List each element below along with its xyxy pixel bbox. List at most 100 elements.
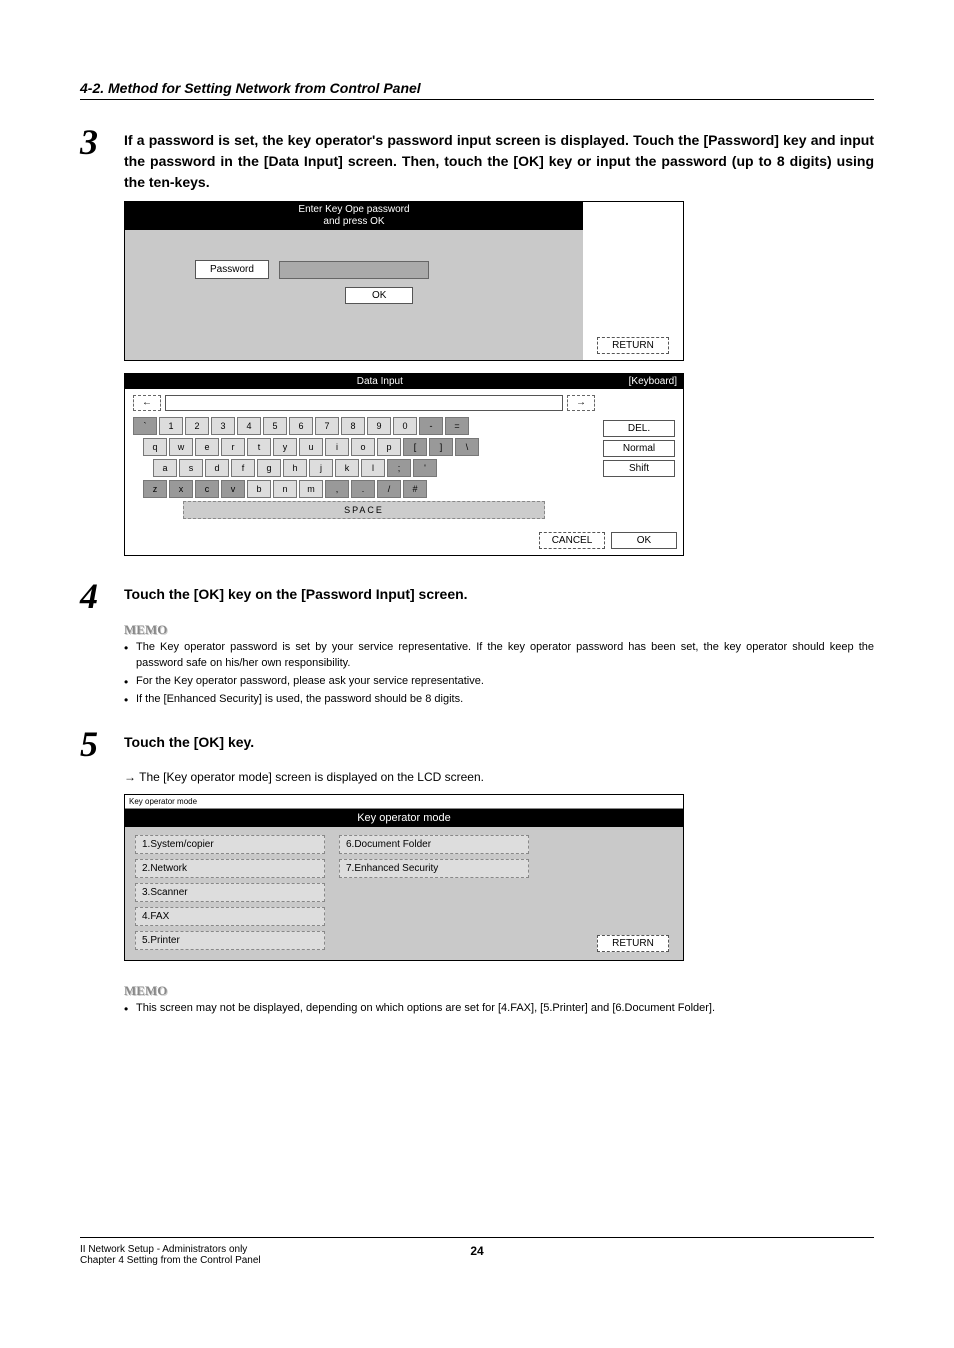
key-v[interactable]: v [221,480,245,498]
keyboard-row-2: qwertyuiop[]\ [143,438,595,456]
kom-menu-item[interactable]: 2.Network [135,859,325,878]
key-h[interactable]: h [283,459,307,477]
step-3-text: If a password is set, the key operator's… [124,130,874,193]
step-5-memo: MEMO This screen may not be displayed, d… [124,983,874,1017]
cancel-button[interactable]: CANCEL [539,532,605,549]
data-input-keyboard-screen: Data Input [Keyboard] ← → `1234567890-= … [124,373,684,556]
keyboard-corner-label: [Keyboard] [629,376,677,387]
step-4: 4 Touch the [OK] key on the [Password In… [80,578,874,614]
key-n[interactable]: n [273,480,297,498]
key-k[interactable]: k [335,459,359,477]
return-button[interactable]: RETURN [597,935,669,952]
kom-menu-item[interactable]: 4.FAX [135,907,325,926]
kom-header: Key operator mode [125,809,683,827]
cursor-left-button[interactable]: ← [133,395,161,411]
password-value-field[interactable] [279,261,429,279]
del-button[interactable]: DEL. [603,420,675,437]
key-'[interactable]: ' [413,459,437,477]
normal-button[interactable]: Normal [603,440,675,457]
key-b[interactable]: b [247,480,271,498]
key-l[interactable]: l [361,459,385,477]
kom-menu-item[interactable]: 1.System/copier [135,835,325,854]
step-3-number: 3 [80,124,124,160]
key-[[interactable]: [ [403,438,427,456]
key-t[interactable]: t [247,438,271,456]
key-j[interactable]: j [309,459,333,477]
key-3[interactable]: 3 [211,417,235,435]
key-p[interactable]: p [377,438,401,456]
keyboard-row-4: zxcvbnm,./# [143,480,595,498]
memo-item: If the [Enhanced Security] is used, the … [124,692,874,708]
return-button[interactable]: RETURN [597,337,669,354]
password-header-line2: and press OK [323,216,384,227]
page-number: 24 [345,1244,610,1266]
key-x[interactable]: x [169,480,193,498]
keyboard-text-display [165,395,563,411]
step-4-memo: MEMO The Key operator password is set by… [124,622,874,708]
key-w[interactable]: w [169,438,193,456]
cursor-right-button[interactable]: → [567,395,595,411]
footer-line-2: Chapter 4 Setting from the Control Panel [80,1255,345,1266]
key-1[interactable]: 1 [159,417,183,435]
ok-button[interactable]: OK [611,532,677,549]
step-5-number: 5 [80,726,124,762]
key--[interactable]: - [419,417,443,435]
key-o[interactable]: o [351,438,375,456]
kom-menu-item[interactable]: 7.Enhanced Security [339,859,529,878]
key-4[interactable]: 4 [237,417,261,435]
kom-topstrip: Key operator mode [125,795,683,809]
memo-item: The Key operator password is set by your… [124,640,874,672]
key-y[interactable]: y [273,438,297,456]
key-8[interactable]: 8 [341,417,365,435]
memo-item: This screen may not be displayed, depend… [124,1001,874,1017]
key-7[interactable]: 7 [315,417,339,435]
key-e[interactable]: e [195,438,219,456]
key-\[interactable]: \ [455,438,479,456]
key-c[interactable]: c [195,480,219,498]
key-9[interactable]: 9 [367,417,391,435]
key-m[interactable]: m [299,480,323,498]
key-5[interactable]: 5 [263,417,287,435]
key-#[interactable]: # [403,480,427,498]
password-input-screen: Enter Key Ope password and press OK Pass… [124,201,684,361]
key-r[interactable]: r [221,438,245,456]
key-i[interactable]: i [325,438,349,456]
password-header-line1: Enter Key Ope password [298,204,409,215]
page-footer: II Network Setup - Administrators only C… [80,1237,874,1266]
keyboard-title: Data Input [357,376,403,387]
key-6[interactable]: 6 [289,417,313,435]
key-][interactable]: ] [429,438,453,456]
step-4-number: 4 [80,578,124,614]
key-z[interactable]: z [143,480,167,498]
key-d[interactable]: d [205,459,229,477]
memo-label: MEMO [124,983,874,999]
step-4-text: Touch the [OK] key on the [Password Inpu… [124,584,874,605]
shift-button[interactable]: Shift [603,460,675,477]
key-a[interactable]: a [153,459,177,477]
key-,[interactable]: , [325,480,349,498]
key-g[interactable]: g [257,459,281,477]
memo-item: For the Key operator password, please as… [124,674,874,690]
key-f[interactable]: f [231,459,255,477]
key-s[interactable]: s [179,459,203,477]
kom-menu-item[interactable]: 5.Printer [135,931,325,950]
keyboard-row-1: `1234567890-= [133,417,595,435]
section-header: 4-2. Method for Setting Network from Con… [80,80,874,100]
password-key[interactable]: Password [195,260,269,279]
step-3: 3 If a password is set, the key operator… [80,124,874,193]
kom-menu-item[interactable]: 3.Scanner [135,883,325,902]
step-5-text: Touch the [OK] key. [124,732,874,753]
key-q[interactable]: q [143,438,167,456]
key-0[interactable]: 0 [393,417,417,435]
key-.[interactable]: . [351,480,375,498]
password-ok-button[interactable]: OK [345,287,413,304]
key-2[interactable]: 2 [185,417,209,435]
space-key[interactable]: SPACE [183,501,545,519]
key-/[interactable]: / [377,480,401,498]
password-header: Enter Key Ope password and press OK [125,202,583,230]
key-;[interactable]: ; [387,459,411,477]
key-=[interactable]: = [445,417,469,435]
kom-menu-item[interactable]: 6.Document Folder [339,835,529,854]
key-u[interactable]: u [299,438,323,456]
key-`[interactable]: ` [133,417,157,435]
